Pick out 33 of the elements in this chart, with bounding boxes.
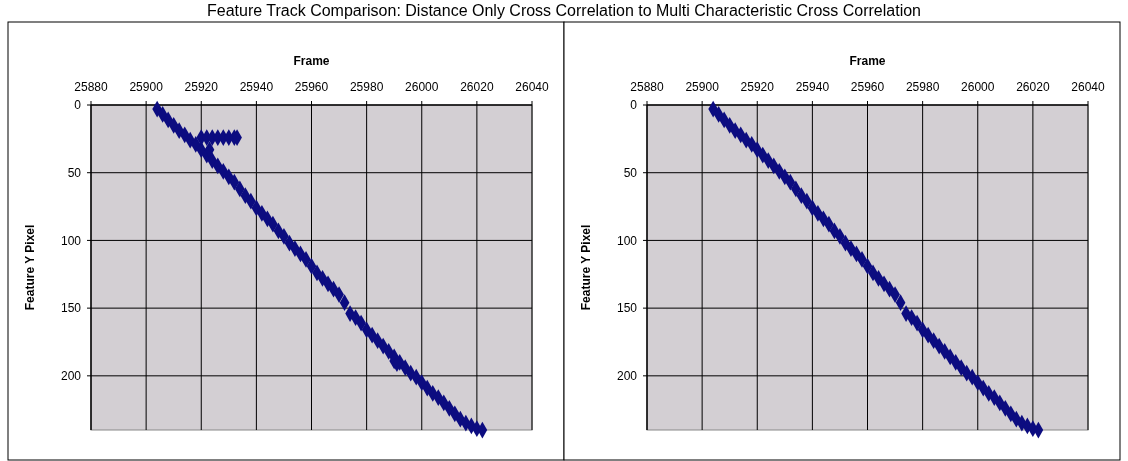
y-tick-label: 150 bbox=[60, 301, 82, 316]
x-tick-label: 25900 bbox=[129, 80, 164, 94]
y-tick-label: 0 bbox=[630, 98, 638, 113]
y-tick-label: 200 bbox=[616, 369, 638, 384]
x-tick-label: 25880 bbox=[630, 80, 665, 94]
x-tick-label: 26020 bbox=[460, 80, 494, 94]
x-tick-label: 25940 bbox=[239, 80, 274, 94]
y-tick-label: 100 bbox=[616, 233, 638, 248]
y-axis-title: Feature Y Pixel bbox=[579, 224, 593, 311]
x-axis-title: Frame bbox=[293, 54, 330, 68]
x-tick-label: 26000 bbox=[961, 80, 995, 94]
y-tick-label: 150 bbox=[616, 301, 638, 316]
y-tick-label: 100 bbox=[60, 233, 82, 248]
x-tick-label: 25980 bbox=[905, 80, 940, 94]
y-axis-title: Feature Y Pixel bbox=[23, 224, 37, 311]
y-tick-label: 50 bbox=[623, 165, 638, 180]
x-tick-label: 26040 bbox=[515, 80, 550, 94]
x-tick-label: 25940 bbox=[795, 80, 830, 94]
y-tick-label: 0 bbox=[74, 98, 82, 113]
x-axis-title: Frame bbox=[849, 54, 886, 68]
y-tick-label: 50 bbox=[67, 165, 82, 180]
x-tick-label: 25900 bbox=[685, 80, 720, 94]
x-tick-label: 25960 bbox=[850, 80, 885, 94]
x-tick-label: 25980 bbox=[349, 80, 384, 94]
x-tick-label: 25920 bbox=[184, 80, 219, 94]
x-tick-label: 26000 bbox=[405, 80, 439, 94]
x-tick-label: 26040 bbox=[1071, 80, 1106, 94]
x-tick-label: 25920 bbox=[740, 80, 775, 94]
x-tick-label: 25880 bbox=[74, 80, 109, 94]
x-tick-label: 26020 bbox=[1016, 80, 1050, 94]
chart-title: Feature Track Comparison: Distance Only Cross Correlation to Multi Characteristic Cross Correlation bbox=[206, 2, 922, 19]
y-tick-label: 200 bbox=[60, 369, 82, 384]
x-tick-label: 25960 bbox=[294, 80, 329, 94]
